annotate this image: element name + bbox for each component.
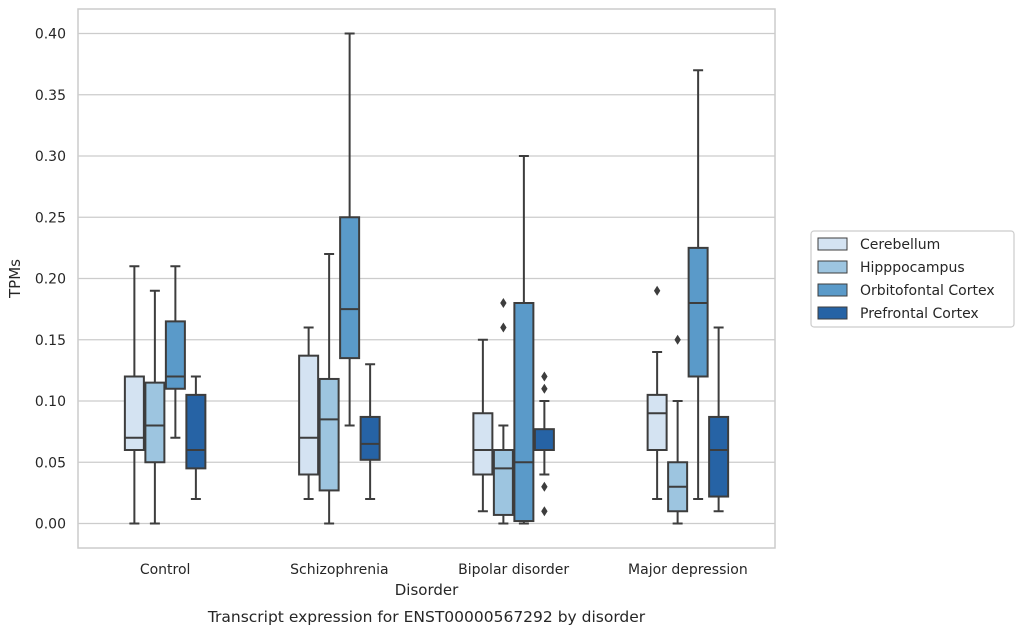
outlier-point [541,481,548,492]
legend-swatch [817,237,848,251]
box-cerebellum [646,285,668,500]
box-hipppocampus [667,334,689,525]
box-iqr [533,428,555,451]
box-prefrontal-cortex [533,371,555,517]
x-tick-label: Major depression [628,562,748,578]
box-iqr [472,412,494,476]
legend-frame [810,230,1015,328]
box-orbitofontal-cortex [339,32,361,427]
box-hipppocampus [144,289,166,525]
y-tick-label: 0.15 [35,333,66,349]
legend-label: Cerebellum [860,237,940,253]
boxes [123,32,730,525]
y-tick-label: 0.30 [35,149,66,165]
outlier-point [541,383,548,394]
box-iqr [339,216,361,360]
box-iqr [185,393,207,470]
legend-label: Prefrontal Cortex [860,306,979,322]
legend-item: Cerebellum [817,237,940,253]
box-hipppocampus [492,298,514,525]
x-axis-ticks: Control Schizophrenia Bipolar disorder Majo… [140,562,748,578]
y-tick-label: 0.25 [35,210,66,226]
outlier-point [500,322,507,333]
x-tick-label: Schizophrenia [290,562,388,578]
box-iqr [144,381,166,464]
box-iqr [298,354,320,476]
box-iqr [708,415,730,498]
y-tick-label: 0.35 [35,88,66,104]
box-iqr [318,377,340,492]
box-orbitofontal-cortex [164,265,186,439]
box-orbitofontal-cortex [687,69,709,500]
y-axis-ticks: 0.00 0.05 0.10 0.15 0.20 0.25 0.30 0.35 0.40 [35,27,66,533]
box-iqr [687,246,709,378]
outlier-point [541,506,548,517]
box-iqr [359,415,381,461]
y-tick-label: 0.00 [35,517,66,533]
box-prefrontal-cortex [708,326,730,513]
box-prefrontal-cortex [359,363,381,500]
y-tick-label: 0.05 [35,455,66,471]
x-tick-label: Bipolar disorder [458,562,569,578]
outlier-point [500,298,507,308]
outlier-point [674,334,681,345]
outlier-point [541,371,548,382]
box-iqr [164,320,186,390]
outlier-point [653,285,661,296]
y-tick-label: 0.10 [35,394,66,410]
y-tick-label: 0.20 [35,272,66,288]
box-prefrontal-cortex [185,375,207,500]
box-iqr [492,449,514,516]
box-cerebellum [472,338,494,513]
y-tick-label: 0.40 [35,27,66,43]
y-axis-label: TPMs [6,259,24,299]
plot-frame [77,8,776,549]
legend-swatch [817,260,848,274]
box-iqr [646,393,668,451]
x-axis-label: Disorder [395,581,459,599]
legend-item: Orbitofontal Cortex [817,283,995,299]
box-orbitofontal-cortex [513,155,535,525]
legend-item: Hipppocampus [817,260,965,276]
box-cerebellum [123,265,145,525]
legend-swatch [817,283,848,297]
legend-label: Hipppocampus [860,260,965,276]
chart-caption: Transcript expression for ENST0000056729… [207,608,646,626]
legend-label: Orbitofontal Cortex [860,283,995,299]
x-tick-label: Control [140,562,191,578]
legend-item: Prefrontal Cortex [817,306,979,322]
legend: Cerebellum Hipppocampus Orbitofontal Corte… [810,230,1015,328]
box-cerebellum [298,326,320,500]
legend-swatch [817,306,848,320]
box-hipppocampus [318,253,340,525]
box-iqr [513,302,535,523]
box-iqr [123,375,145,451]
